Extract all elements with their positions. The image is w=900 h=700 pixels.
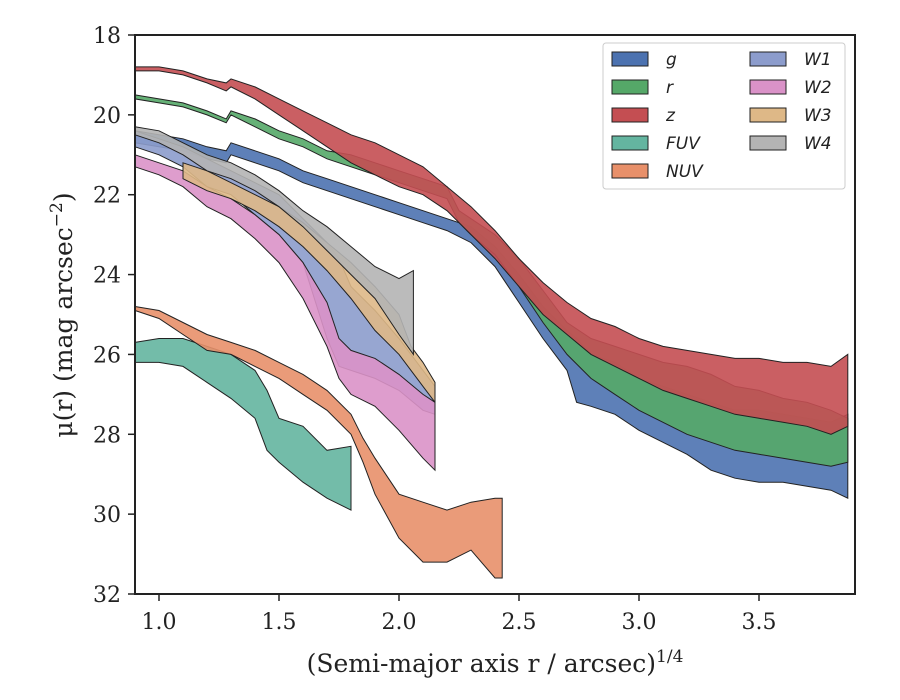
band-nuv	[134, 305, 503, 579]
x-axis-label: (Semi-major axis r / arcsec)1/4	[307, 647, 684, 678]
legend-swatch-z	[611, 107, 649, 123]
legend-label-w2: W2	[804, 78, 832, 98]
legend-label-w1: W1	[804, 50, 832, 70]
x-tick-label: 2.0	[382, 610, 417, 635]
band-w2	[134, 154, 436, 472]
band-w4	[134, 126, 414, 356]
legend-swatch-w4	[749, 135, 787, 151]
profile-bands	[134, 66, 849, 579]
y-tick-label: 30	[93, 503, 121, 528]
legend-label-w4: W4	[804, 134, 832, 154]
x-tick-label: 2.5	[502, 610, 537, 635]
legend-label-z: z	[665, 106, 676, 126]
legend-swatch-nuv	[611, 163, 649, 179]
legend-swatch-w3	[749, 107, 787, 123]
y-tick-label: 24	[93, 264, 121, 289]
y-tick-label: 26	[93, 343, 121, 368]
legend-swatch-r	[611, 79, 649, 95]
y-tick-label: 32	[93, 583, 121, 608]
legend-label-nuv: NUV	[666, 162, 704, 182]
legend-swatch-w2	[749, 79, 787, 95]
x-axis: 1.0 1.5 2.0 2.5 3.0 3.5	[142, 594, 777, 635]
legend-swatch-w1	[749, 51, 787, 67]
x-tick-label: 1.0	[142, 610, 177, 635]
y-tick-label: 28	[93, 423, 121, 448]
x-tick-label: 3.0	[622, 610, 657, 635]
legend: grz FUV NUV W1 W2 W3 W4	[602, 42, 846, 190]
band-z	[134, 66, 849, 435]
legend-label-g: g	[666, 50, 677, 70]
x-tick-label: 1.5	[262, 610, 297, 635]
y-axis-label: μ(r) (mag arcsec−2)	[47, 192, 78, 437]
legend-label-w3: W3	[804, 106, 832, 126]
legend-swatch-fuv	[611, 135, 649, 151]
y-axis: 18 20 22 24 26 28 30 32	[93, 24, 135, 608]
legend-swatch-g	[611, 51, 649, 67]
x-tick-label: 3.5	[742, 610, 777, 635]
legend-label-r: r	[666, 78, 674, 98]
y-tick-label: 22	[93, 184, 121, 209]
band-fuv	[134, 338, 352, 511]
legend-label-fuv: FUV	[666, 134, 701, 154]
y-tick-label: 18	[93, 24, 121, 49]
y-tick-label: 20	[93, 104, 121, 129]
plot-frame	[134, 34, 856, 595]
